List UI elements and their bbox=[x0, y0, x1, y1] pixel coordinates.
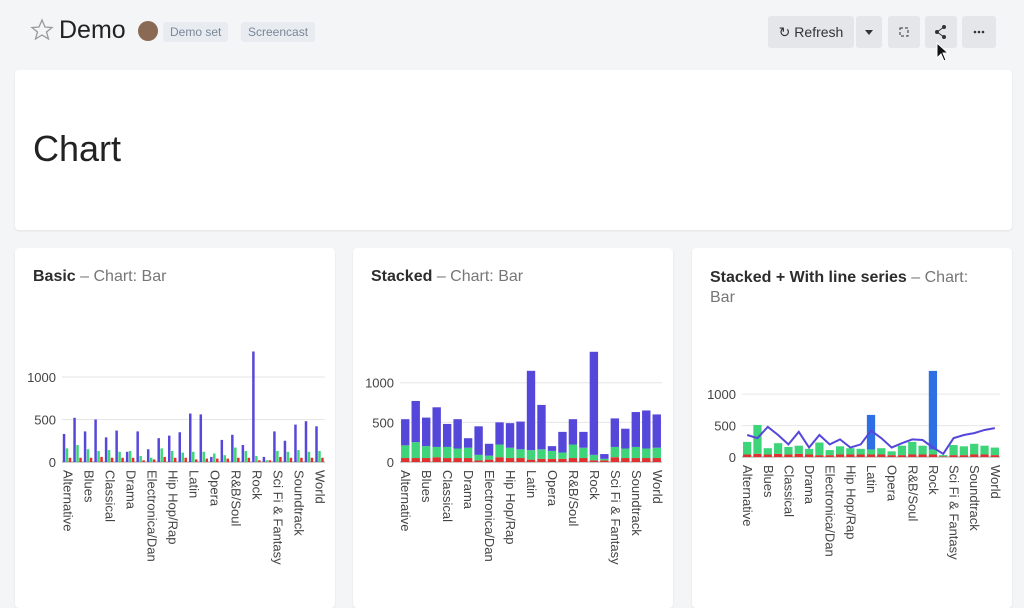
chart-subtitle: – Chart: Bar bbox=[436, 268, 524, 285]
chart-title-text: Stacked + With line series bbox=[710, 269, 907, 286]
caret-icon bbox=[865, 30, 873, 35]
refresh-label: ↻ bbox=[778, 24, 795, 40]
chart-card: Stacked + With line series – Chart: Bar bbox=[692, 248, 1012, 608]
chart-card: Stacked – Chart: Bar bbox=[353, 248, 673, 608]
more-icon bbox=[973, 30, 985, 34]
dashboard-title: Demo bbox=[59, 16, 126, 44]
page: Demo Demo set Screencast ↻ Refresh Chart… bbox=[15, 16, 1012, 608]
fullscreen-button[interactable] bbox=[888, 16, 920, 48]
more-button[interactable] bbox=[962, 16, 996, 48]
chart-title: Stacked + With line series – Chart: Bar bbox=[710, 268, 970, 308]
chart-subtitle: – Chart: Bar bbox=[710, 269, 969, 306]
refresh-label: Refresh bbox=[794, 24, 844, 40]
cursor bbox=[936, 42, 950, 62]
share-button[interactable] bbox=[925, 16, 957, 48]
chart-subtitle: – Chart: Bar bbox=[80, 268, 167, 285]
tag[interactable]: Screencast bbox=[241, 22, 316, 42]
refresh-menu-button[interactable] bbox=[856, 16, 882, 48]
text-heading: Chart bbox=[33, 128, 122, 169]
share-icon bbox=[935, 25, 946, 39]
star-icon[interactable] bbox=[30, 18, 54, 42]
chart-title-text: Stacked bbox=[371, 268, 433, 285]
chart-title: Stacked – Chart: Bar bbox=[371, 268, 523, 286]
text-card: Chart bbox=[15, 70, 1012, 230]
avatar bbox=[138, 21, 158, 41]
chart-card: Basic – Chart: Bar bbox=[15, 248, 335, 608]
tag[interactable]: Demo set bbox=[163, 22, 229, 42]
chart-title: Basic – Chart: Bar bbox=[33, 268, 166, 286]
chart-title-text: Basic bbox=[33, 268, 76, 285]
fullscreen-icon bbox=[899, 27, 909, 37]
refresh-button[interactable]: ↻ Refresh bbox=[768, 16, 854, 48]
